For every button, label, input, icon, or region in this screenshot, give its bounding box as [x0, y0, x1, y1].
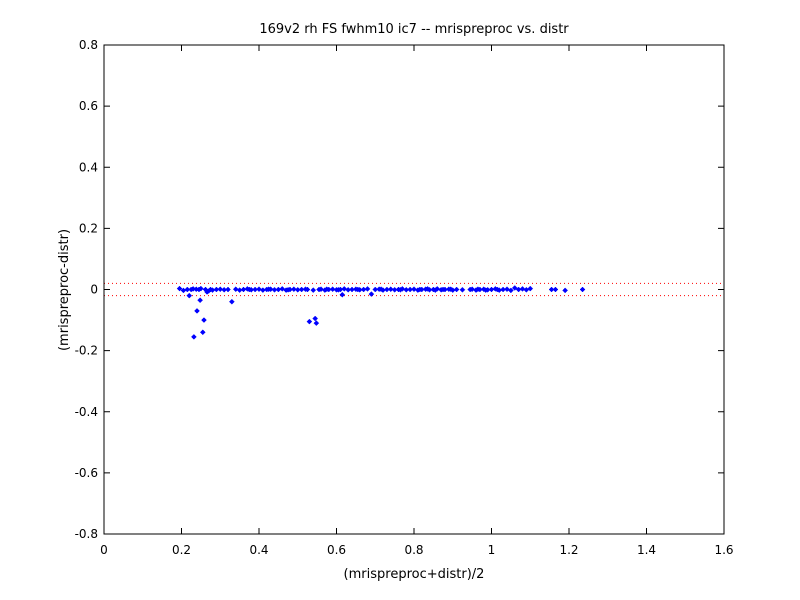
- data-point: [191, 334, 196, 339]
- data-point: [342, 286, 347, 291]
- x-tick-label: 1: [488, 543, 496, 557]
- y-tick-label: -0.2: [75, 344, 98, 358]
- data-point: [198, 298, 203, 303]
- data-point: [311, 288, 316, 293]
- data-point: [314, 321, 319, 326]
- y-tick-label: 0.4: [79, 160, 98, 174]
- y-tick-label: -0.4: [75, 405, 98, 419]
- data-point: [201, 318, 206, 323]
- x-tick-label: 1.2: [559, 543, 578, 557]
- data-point: [195, 308, 200, 313]
- data-point: [369, 292, 374, 297]
- data-point: [454, 287, 459, 292]
- x-tick-label: 0.6: [327, 543, 346, 557]
- data-point: [307, 319, 312, 324]
- x-axis-label: (mrispreproc+distr)/2: [344, 567, 485, 582]
- y-tick-label: -0.8: [75, 527, 98, 541]
- data-point: [563, 288, 568, 293]
- y-tick-label: 0: [90, 283, 98, 297]
- data-point: [313, 316, 318, 321]
- data-point: [365, 286, 370, 291]
- data-point: [233, 287, 238, 292]
- y-tick-label: -0.6: [75, 466, 98, 480]
- data-point: [580, 287, 585, 292]
- x-tick-label: 0: [100, 543, 108, 557]
- data-point: [257, 287, 262, 292]
- y-axis-label: (mrispreproc-distr): [57, 229, 72, 351]
- data-point: [187, 293, 192, 298]
- data-point: [460, 287, 465, 292]
- x-tick-label: 0.2: [172, 543, 191, 557]
- data-point: [340, 292, 345, 297]
- x-axis: 0 0.2 0.4 0.6 0.8 1 1.2 1.4 1.6: [100, 45, 733, 557]
- y-tick-label: 0.2: [79, 221, 98, 235]
- x-tick-label: 1.4: [637, 543, 656, 557]
- y-tick-label: 0.6: [79, 99, 98, 113]
- y-tick-label: 0.8: [79, 38, 98, 52]
- x-tick-label: 1.6: [714, 543, 733, 557]
- x-tick-label: 0.8: [404, 543, 423, 557]
- data-point: [520, 286, 525, 291]
- data-point: [226, 287, 231, 292]
- data-points: [177, 285, 585, 339]
- data-point: [412, 287, 417, 292]
- x-tick-label: 0.4: [249, 543, 268, 557]
- data-point: [229, 299, 234, 304]
- data-point: [200, 330, 205, 335]
- data-point: [553, 287, 558, 292]
- chart-title: 169v2 rh FS fwhm10 ic7 -- mrispreproc vs…: [259, 22, 569, 37]
